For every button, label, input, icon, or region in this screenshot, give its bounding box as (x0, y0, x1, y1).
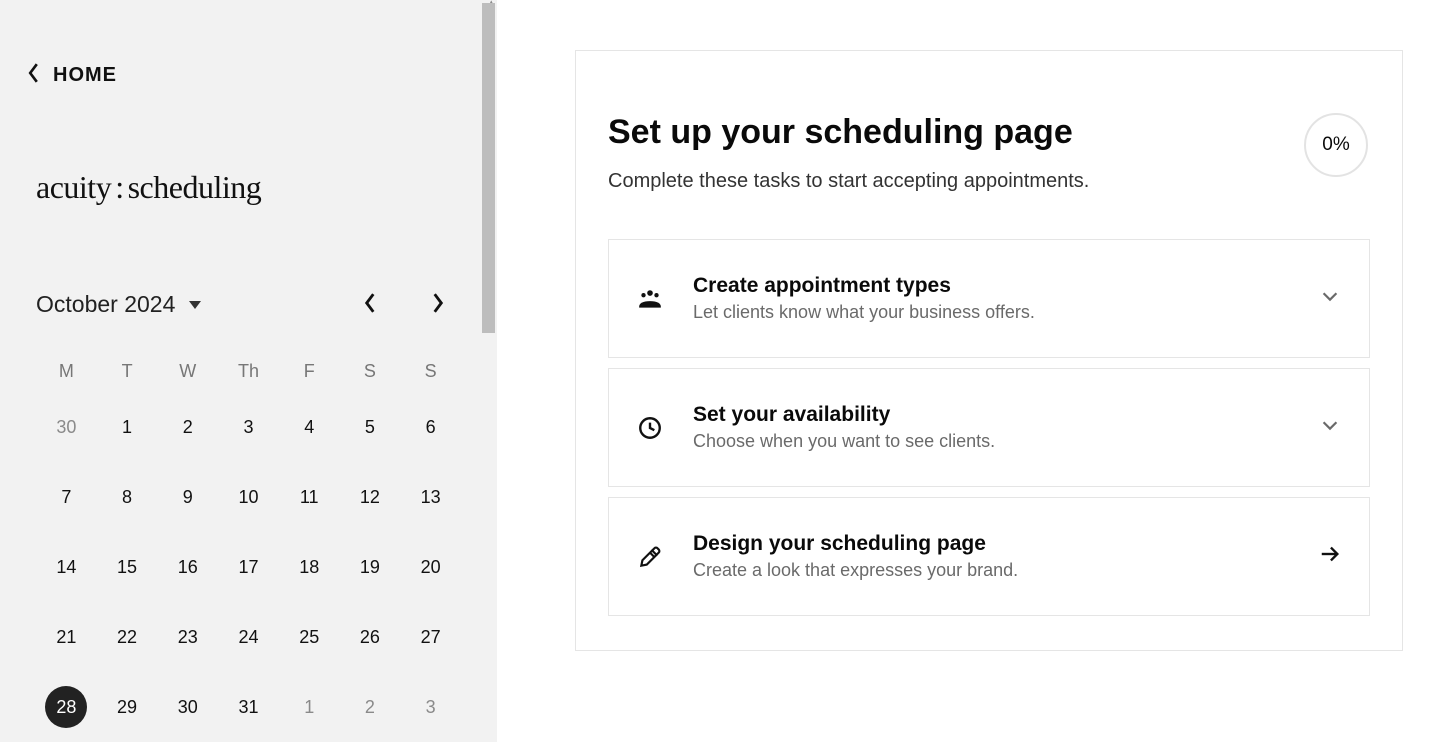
page-title: Set up your scheduling page (608, 113, 1089, 152)
calendar-day[interactable]: 18 (279, 532, 340, 602)
progress-label: 0% (1322, 134, 1349, 156)
brand-logo: acuity:scheduling (36, 169, 461, 206)
calendar-day[interactable]: 16 (157, 532, 218, 602)
home-label: HOME (53, 64, 117, 87)
calendar-day[interactable]: 15 (97, 532, 158, 602)
calendar-day[interactable]: 11 (279, 462, 340, 532)
calendar-day[interactable]: 30 (36, 392, 97, 462)
main-content: Set up your scheduling page Complete the… (497, 0, 1453, 742)
progress-ring: 0% (1304, 113, 1368, 177)
calendar-dow: S (400, 351, 461, 392)
calendar-day[interactable]: 27 (400, 602, 461, 672)
calendar-day[interactable]: 25 (279, 602, 340, 672)
calendar-day[interactable]: 29 (97, 672, 158, 742)
calendar-day[interactable]: 21 (36, 602, 97, 672)
calendar-day[interactable]: 3 (400, 672, 461, 742)
page-subtitle: Complete these tasks to start accepting … (608, 170, 1089, 193)
sidebar: HOME acuity:scheduling October 2024 (0, 0, 497, 742)
calendar-day[interactable]: 5 (340, 392, 401, 462)
people-icon (637, 286, 679, 312)
month-label: October 2024 (36, 291, 175, 318)
calendar-day[interactable]: 30 (157, 672, 218, 742)
task-title: Create appointment types (693, 274, 1319, 298)
calendar-day[interactable]: 2 (157, 392, 218, 462)
month-picker[interactable]: October 2024 (36, 291, 201, 318)
brush-icon (637, 544, 679, 570)
calendar-dow: Th (218, 351, 279, 392)
calendar-day[interactable]: 4 (279, 392, 340, 462)
brand-colon: : (115, 169, 123, 205)
calendar-day[interactable]: 10 (218, 462, 279, 532)
task-desc: Let clients know what your business offe… (693, 302, 1319, 323)
chevron-left-icon (26, 62, 41, 89)
calendar-dow: W (157, 351, 218, 392)
calendar-day[interactable]: 20 (400, 532, 461, 602)
calendar-day[interactable]: 6 (400, 392, 461, 462)
calendar-day[interactable]: 24 (218, 602, 279, 672)
calendar-day[interactable]: 2 (340, 672, 401, 742)
calendar-day[interactable]: 13 (400, 462, 461, 532)
task-list: Create appointment types Let clients know… (608, 239, 1370, 616)
task-title: Design your scheduling page (693, 532, 1319, 556)
calendar-day[interactable]: 8 (97, 462, 158, 532)
chevron-down-icon (1319, 285, 1341, 312)
task-row[interactable]: Create appointment types Let clients know… (608, 239, 1370, 358)
calendar-day[interactable]: 12 (340, 462, 401, 532)
calendar-day[interactable]: 22 (97, 602, 158, 672)
prev-month-button[interactable] (359, 288, 381, 321)
calendar-dow: M (36, 351, 97, 392)
brand-left: acuity (36, 169, 111, 205)
task-row[interactable]: Set your availability Choose when you wan… (608, 368, 1370, 487)
task-title: Set your availability (693, 403, 1319, 427)
calendar-day[interactable]: 14 (36, 532, 97, 602)
task-desc: Choose when you want to see clients. (693, 431, 1319, 452)
scrollbar-thumb[interactable] (482, 3, 495, 333)
calendar-day[interactable]: 31 (218, 672, 279, 742)
calendar-day[interactable]: 28 (36, 672, 97, 742)
calendar-nav (359, 288, 449, 321)
task-row[interactable]: Design your scheduling page Create a look… (608, 497, 1370, 616)
scrollbar-track[interactable]: ▴ (480, 0, 497, 742)
home-button[interactable]: HOME (26, 62, 461, 89)
clock-icon (637, 415, 679, 441)
calendar-day[interactable]: 1 (279, 672, 340, 742)
calendar-day[interactable]: 17 (218, 532, 279, 602)
calendar-dow: T (97, 351, 158, 392)
chevron-down-icon (1319, 414, 1341, 441)
calendar-dow: F (279, 351, 340, 392)
calendar-day[interactable]: 1 (97, 392, 158, 462)
setup-card: Set up your scheduling page Complete the… (575, 50, 1403, 651)
calendar-day[interactable]: 23 (157, 602, 218, 672)
calendar-day[interactable]: 26 (340, 602, 401, 672)
calendar-grid: MTWThFSS 3012345678910111213141516171819… (36, 351, 461, 742)
task-desc: Create a look that expresses your brand. (693, 560, 1319, 581)
calendar-day[interactable]: 19 (340, 532, 401, 602)
next-month-button[interactable] (427, 288, 449, 321)
calendar-dow: S (340, 351, 401, 392)
calendar-day[interactable]: 7 (36, 462, 97, 532)
calendar-day[interactable]: 9 (157, 462, 218, 532)
brand-right: scheduling (128, 169, 262, 205)
calendar-day[interactable]: 3 (218, 392, 279, 462)
calendar-header: October 2024 (36, 288, 461, 321)
arrow-right-icon (1319, 543, 1341, 570)
caret-down-icon (189, 296, 201, 314)
